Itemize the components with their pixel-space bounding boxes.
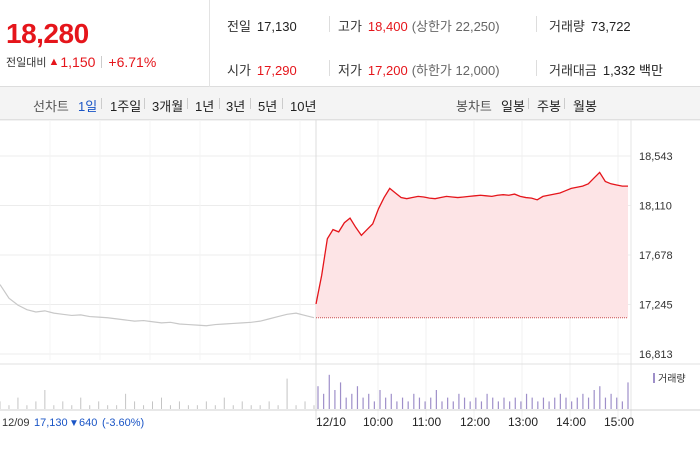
stat-low: 저가 17,200 (하한가 12,000) bbox=[338, 60, 500, 79]
x-tick-label: 15:00 bbox=[604, 415, 634, 429]
stat-label: 전일 bbox=[227, 19, 251, 34]
stat-value: 73,722 bbox=[590, 19, 631, 34]
price-box: 18,280 전일대비 ▲ 1,150 +6.71% bbox=[0, 0, 210, 87]
stat-label: 저가 bbox=[338, 63, 362, 78]
today-price-area bbox=[316, 172, 628, 318]
divider bbox=[528, 98, 529, 109]
stat-label: 거래대금 bbox=[549, 63, 597, 78]
stat-label: 거래량 bbox=[549, 19, 585, 34]
x-axis: 12/10 10:00 11:00 12:00 13:00 14:00 15:00 bbox=[316, 415, 634, 429]
chart-annotations: 12/09 17,130 ▼ 640 (-3.60%) bbox=[2, 417, 144, 429]
x-tick-label: 11:00 bbox=[412, 415, 441, 429]
divider bbox=[250, 98, 251, 109]
divider bbox=[536, 60, 537, 76]
stat-volume: 거래량 73,722 bbox=[549, 16, 631, 35]
volume-legend-swatch bbox=[653, 373, 655, 383]
y-tick-label: 17,678 bbox=[639, 250, 673, 262]
x-tick-label: 10:00 bbox=[363, 415, 393, 429]
chart-lines bbox=[0, 171, 628, 327]
stat-label: 시가 bbox=[227, 63, 251, 78]
divider bbox=[101, 98, 102, 109]
divider bbox=[536, 16, 537, 32]
previous-day-change-percent: (-3.60%) bbox=[102, 417, 144, 429]
chart-canvas: 18,543 18,110 17,678 17,245 16,813 거래량 12/10… bbox=[0, 119, 700, 429]
stat-note: (상한가 22,250) bbox=[411, 19, 500, 34]
stat-value: 1,332 백만 bbox=[602, 63, 663, 78]
stat-open: 시가 17,290 bbox=[227, 60, 297, 79]
price-chart: 18,543 18,110 17,678 17,245 16,813 거래량 12/10… bbox=[0, 119, 700, 450]
candle-chart-heading: 봉차트 bbox=[456, 99, 492, 114]
divider bbox=[329, 16, 330, 32]
y-tick-label: 18,543 bbox=[639, 151, 673, 163]
stat-turnover: 거래대금 1,332 백만 bbox=[549, 60, 663, 79]
change-value: 1,150 bbox=[60, 54, 96, 70]
divider bbox=[187, 98, 188, 109]
x-tick-label: 12:00 bbox=[460, 415, 490, 429]
volume-chart: 거래량 bbox=[0, 373, 686, 409]
current-price: 18,280 bbox=[6, 18, 89, 49]
previous-day-line bbox=[0, 284, 315, 327]
tab-3-years[interactable]: 3년 bbox=[226, 99, 246, 114]
y-axis: 18,543 18,110 17,678 17,245 16,813 bbox=[639, 151, 673, 361]
down-triangle-icon: ▼ bbox=[69, 418, 79, 429]
x-tick-label: 13:00 bbox=[508, 415, 538, 429]
up-triangle-icon: ▲ bbox=[48, 56, 60, 68]
tab-3-months[interactable]: 3개월 bbox=[152, 99, 184, 114]
change-label: 전일대비 bbox=[6, 57, 47, 69]
y-tick-label: 16,813 bbox=[639, 349, 673, 361]
divider bbox=[219, 98, 220, 109]
stat-high: 고가 18,400 (상한가 22,250) bbox=[338, 16, 500, 35]
stat-note: (하한가 12,000) bbox=[411, 63, 500, 78]
tab-1-day[interactable]: 1일 bbox=[78, 99, 98, 114]
stat-value: 17,130 bbox=[256, 19, 297, 34]
stat-prev-close: 전일 17,130 bbox=[227, 16, 297, 35]
tab-5-years[interactable]: 5년 bbox=[258, 99, 278, 114]
tab-daily-candle[interactable]: 일봉 bbox=[501, 99, 525, 114]
divider bbox=[329, 60, 330, 76]
tab-1-week[interactable]: 1주일 bbox=[110, 99, 142, 114]
divider bbox=[101, 56, 103, 68]
line-chart-heading: 선차트 bbox=[33, 99, 69, 114]
divider bbox=[144, 98, 145, 109]
price-change: 전일대비 ▲ 1,150 +6.71% bbox=[6, 54, 156, 70]
tab-1-year[interactable]: 1년 bbox=[195, 99, 215, 114]
stat-value: 18,400 bbox=[367, 19, 408, 34]
previous-day-close: 17,130 bbox=[34, 417, 68, 429]
y-tick-label: 18,110 bbox=[639, 201, 672, 213]
today-price-line bbox=[315, 171, 628, 305]
tab-monthly-candle[interactable]: 월봉 bbox=[573, 99, 597, 114]
tab-10-years[interactable]: 10년 bbox=[290, 99, 317, 114]
divider bbox=[564, 98, 565, 109]
change-percent: +6.71% bbox=[108, 54, 157, 70]
tab-weekly-candle[interactable]: 주봉 bbox=[537, 99, 561, 114]
chart-period-tabs: 선차트 1일 1주일 3개월 1년 3년 5년 10년 봉차트 일봉 주봉 월봉 bbox=[0, 87, 700, 120]
stat-label: 고가 bbox=[338, 19, 362, 34]
divider bbox=[282, 98, 283, 109]
stock-summary: 18,280 전일대비 ▲ 1,150 +6.71% 전일 17,130 고가 18… bbox=[0, 0, 700, 87]
x-tick-label: 14:00 bbox=[556, 415, 586, 429]
previous-day-date: 12/09 bbox=[2, 417, 30, 429]
x-tick-label: 12/10 bbox=[316, 415, 346, 429]
previous-day-change: 640 bbox=[79, 417, 97, 429]
stat-value: 17,290 bbox=[256, 63, 297, 78]
volume-legend-label: 거래량 bbox=[658, 373, 686, 385]
stat-value: 17,200 bbox=[367, 63, 408, 78]
chart-area bbox=[316, 172, 628, 319]
y-tick-label: 17,245 bbox=[639, 300, 673, 312]
